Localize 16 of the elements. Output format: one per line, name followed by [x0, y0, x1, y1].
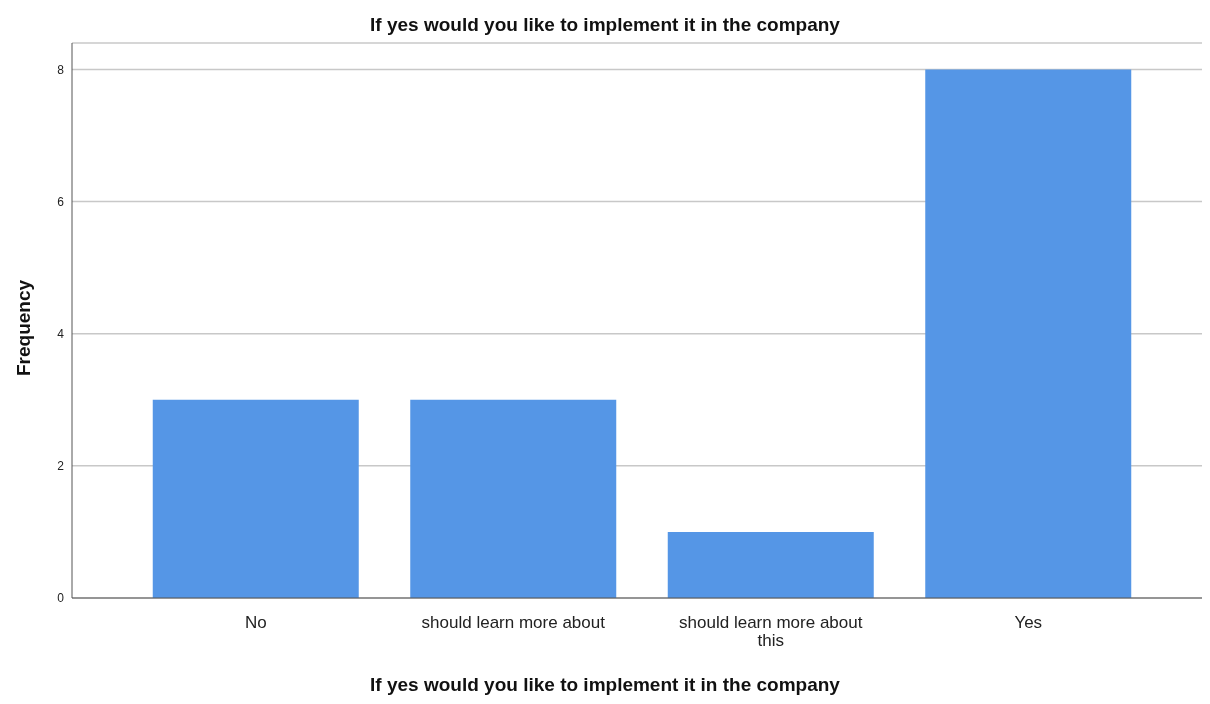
- chart-title: If yes would you like to implement it in the company: [369, 14, 841, 36]
- y-tick-label: 0: [57, 591, 65, 606]
- bar: [925, 69, 1132, 598]
- x-tick-label: should learn more about this: [679, 613, 863, 650]
- x-tick-label: No: [244, 613, 267, 632]
- x-axis-title: If yes would you like to implement it in the company: [369, 674, 841, 696]
- bar: [152, 399, 359, 598]
- bar: [667, 531, 874, 598]
- bar: [410, 399, 617, 598]
- x-tick-label: Yes: [1014, 613, 1043, 632]
- y-tick-label: 8: [57, 62, 65, 77]
- y-tick-label: 4: [57, 326, 65, 341]
- y-tick-label: 2: [57, 459, 65, 474]
- y-tick-label: 6: [57, 194, 65, 209]
- x-tick-label: should learn more about: [421, 613, 606, 632]
- y-axis-title: Frequency: [13, 279, 35, 377]
